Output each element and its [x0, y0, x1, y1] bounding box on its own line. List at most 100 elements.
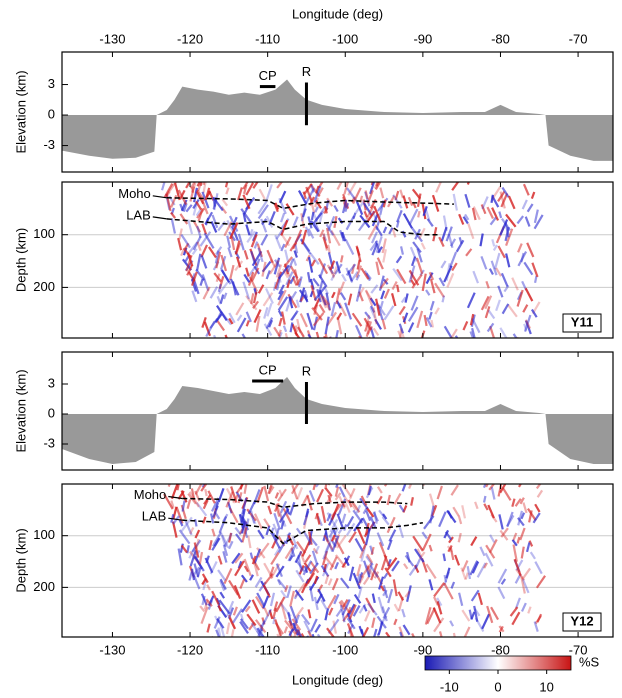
- streak: [448, 536, 454, 544]
- streak: [268, 319, 274, 328]
- streak: [388, 227, 394, 235]
- streak: [499, 219, 509, 236]
- streak: [278, 489, 284, 497]
- streak: [365, 486, 374, 499]
- streak: [347, 499, 353, 508]
- streak: [469, 313, 475, 326]
- streak: [275, 563, 283, 578]
- streak: [177, 548, 183, 566]
- streak: [273, 502, 280, 512]
- streak: [524, 216, 531, 227]
- streak: [326, 264, 335, 278]
- streak: [314, 199, 322, 209]
- streak: [289, 322, 294, 333]
- streak: [285, 203, 295, 216]
- streak: [274, 492, 280, 499]
- streak: [527, 606, 532, 614]
- streak: [334, 492, 342, 501]
- streak: [343, 524, 348, 531]
- streak: [193, 542, 200, 558]
- streak: [505, 253, 511, 268]
- streak: [247, 499, 257, 515]
- streak: [240, 208, 253, 224]
- streak: [182, 203, 188, 213]
- streak: [291, 536, 299, 550]
- streak: [290, 547, 296, 557]
- streak: [254, 619, 267, 634]
- streak: [274, 271, 283, 290]
- streak: [358, 625, 364, 634]
- streak: [520, 252, 525, 263]
- streak: [506, 511, 514, 527]
- streak: [315, 484, 320, 488]
- streak: [245, 224, 251, 236]
- streak: [533, 214, 544, 230]
- streak: [382, 589, 388, 597]
- streak: [262, 608, 272, 626]
- streak: [226, 219, 235, 234]
- streak: [485, 280, 490, 289]
- streak: [237, 492, 243, 504]
- streak: [220, 639, 228, 654]
- streak: [376, 495, 383, 505]
- streak: [200, 255, 208, 269]
- streak: [526, 203, 534, 213]
- streak: [258, 188, 266, 200]
- streak: [373, 182, 379, 189]
- streak: [520, 512, 526, 520]
- streak: [507, 304, 518, 318]
- streak: [392, 579, 398, 597]
- streak: [273, 257, 281, 275]
- streak: [278, 317, 283, 327]
- streak: [172, 515, 180, 525]
- streak: [330, 503, 342, 518]
- streak: [382, 585, 389, 599]
- streak: [370, 546, 375, 556]
- streak: [289, 265, 299, 279]
- streak: [526, 508, 537, 521]
- streak: [204, 489, 208, 497]
- streak: [316, 633, 322, 637]
- streak: [341, 273, 347, 282]
- streak: [194, 529, 201, 539]
- streak: [241, 497, 248, 515]
- streak: [292, 216, 299, 227]
- streak: [323, 534, 334, 551]
- streak: [177, 237, 183, 251]
- streak: [326, 311, 338, 327]
- streak: [324, 333, 328, 338]
- streak: [421, 273, 427, 292]
- streak: [452, 506, 460, 517]
- streak: [306, 312, 314, 330]
- streak: [449, 620, 455, 627]
- streak: [458, 213, 465, 225]
- streak: [193, 563, 200, 577]
- streak: [497, 285, 504, 298]
- streak: [351, 264, 356, 274]
- y-tick-label: 3: [48, 76, 55, 91]
- streak: [228, 579, 239, 596]
- streak: [222, 550, 228, 563]
- streak: [261, 260, 272, 273]
- streak: [324, 574, 330, 585]
- streak: [288, 628, 294, 637]
- streak: [340, 599, 350, 613]
- streak: [380, 290, 386, 300]
- streak: [458, 592, 464, 606]
- streak: [319, 229, 325, 238]
- streak: [365, 597, 375, 613]
- streak: [194, 518, 198, 527]
- streak: [250, 267, 260, 282]
- streak: [268, 486, 275, 495]
- streak: [227, 607, 235, 619]
- streak: [484, 552, 494, 567]
- streak: [354, 538, 364, 552]
- streak: [370, 563, 379, 581]
- streak: [393, 618, 398, 626]
- streak: [274, 528, 280, 540]
- streak: [466, 292, 476, 309]
- streak: [241, 599, 252, 613]
- streak: [392, 267, 403, 282]
- streak: [324, 555, 335, 568]
- streak: [294, 325, 298, 332]
